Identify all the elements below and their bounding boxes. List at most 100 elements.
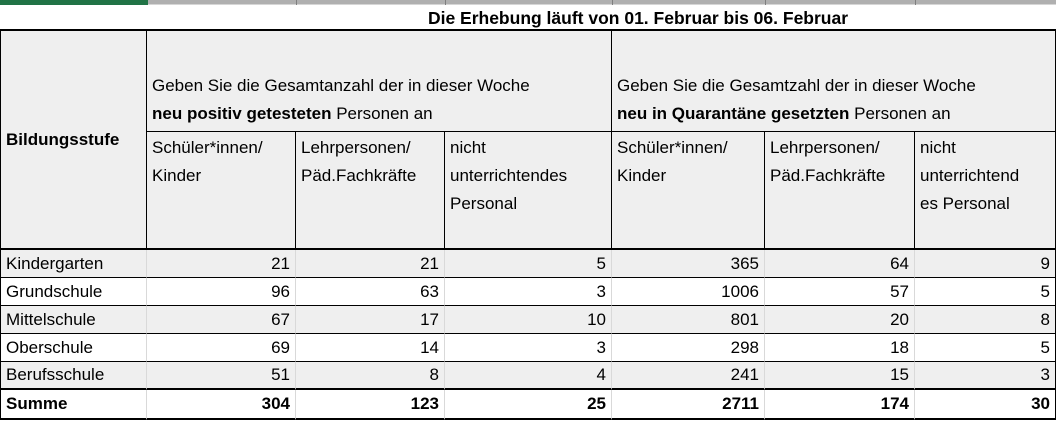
value-text: 304 [261,394,290,413]
value-text: 174 [880,394,909,413]
subheader-line: Schüler*innen/ [152,138,263,157]
value-cell[interactable]: 8 [915,306,1056,334]
value-cell[interactable]: 17 [296,306,445,334]
value-text: 5 [1040,337,1050,357]
value-text: 9 [1040,253,1050,273]
value-cell[interactable]: 51 [147,362,296,390]
survey-period-title[interactable]: Die Erhebung läuft von 01. Februar bis 0… [427,8,849,28]
corner-header-bildungsstufe[interactable]: Bildungsstufe [0,29,147,250]
value-text: 8 [429,365,439,384]
subheader-line: Lehrpersonen/ [770,138,880,157]
value-cell[interactable]: 9 [915,250,1056,278]
value-cell[interactable]: 21 [147,250,296,278]
corner-header-label: Bildungsstufe [6,129,120,149]
value-text: 3 [1040,365,1050,384]
value-text: 64 [890,253,909,273]
value-cell[interactable]: 5 [915,334,1056,362]
value-cell[interactable]: 57 [765,278,915,306]
row-label-oberschule[interactable]: Oberschule [0,334,147,362]
subheader-line: Kinder [152,166,202,185]
value-cell[interactable]: 1006 [612,278,765,306]
subheader-line: unterrichtend [920,166,1020,185]
value-text: 2711 [722,394,759,413]
value-cell[interactable]: 20 [765,306,915,334]
total-value-cell[interactable]: 2711 [612,390,765,420]
subheader-quar-schueler[interactable]: Schüler*innen/ Kinder [612,132,765,250]
subheader-line: es Personal [920,194,1010,213]
value-cell[interactable]: 15 [765,362,915,390]
value-cell[interactable]: 21 [296,250,445,278]
subheader-line: Päd.Fachkräfte [301,166,417,185]
total-value-cell[interactable]: 304 [147,390,296,420]
subheader-pos-schueler[interactable]: Schüler*innen/ Kinder [147,132,296,250]
group-header-quarantine[interactable]: Geben Sie die Gesamtzahl der in dieser W… [612,29,1056,132]
row-label-text: Summe [6,394,68,413]
row-label-grundschule[interactable]: Grundschule [0,278,147,306]
value-cell[interactable]: 801 [612,306,765,334]
value-cell[interactable]: 14 [296,334,445,362]
value-text: 5 [1040,281,1050,301]
subheader-line: unterrichtendes [450,166,568,185]
value-cell[interactable]: 96 [147,278,296,306]
subheader-line: Päd.Fachkräfte [770,166,886,185]
value-cell[interactable]: 69 [147,334,296,362]
value-cell[interactable]: 8 [296,362,445,390]
value-cell[interactable]: 5 [445,250,612,278]
value-text: 14 [420,337,439,357]
column-boundary-tick [915,0,916,5]
row-label-text: Mittelschule [6,309,96,329]
value-cell[interactable]: 365 [612,250,765,278]
value-cell[interactable]: 63 [296,278,445,306]
value-cell[interactable]: 64 [765,250,915,278]
subheader-quar-lehrpersonen[interactable]: Lehrpersonen/ Päd.Fachkräfte [765,132,915,250]
value-cell[interactable]: 3 [445,278,612,306]
value-cell[interactable]: 18 [765,334,915,362]
row-label-berufsschule[interactable]: Berufsschule [0,362,147,390]
value-cell[interactable]: 298 [612,334,765,362]
value-cell[interactable]: 4 [445,362,612,390]
group-header-suffix: Personen an [331,104,433,123]
column-boundary-tick [296,0,297,5]
value-text: 10 [587,309,606,329]
title-row: Die Erhebung läuft von 01. Februar bis 0… [0,5,1056,29]
subheader-line: nicht [920,138,956,157]
value-text: 241 [730,365,759,384]
subheader-pos-lehrpersonen[interactable]: Lehrpersonen/ Päd.Fachkräfte [296,132,445,250]
total-value-cell[interactable]: 123 [296,390,445,420]
value-cell[interactable]: 67 [147,306,296,334]
row-label-mittelschule[interactable]: Mittelschule [0,306,147,334]
value-cell[interactable]: 5 [915,278,1056,306]
value-text: 57 [890,281,909,301]
row-label-text: Grundschule [6,281,103,301]
subheader-line: nicht [450,138,486,157]
survey-table: Bildungsstufe Geben Sie die Gesamtanzahl… [0,29,1056,420]
value-cell[interactable]: 3 [915,362,1056,390]
value-text: 3 [596,281,606,301]
value-cell[interactable]: 3 [445,334,612,362]
column-header-strip[interactable] [0,0,1056,5]
row-label-summe[interactable]: Summe [0,390,147,420]
value-cell[interactable]: 10 [445,306,612,334]
value-text: 25 [587,394,606,413]
row-label-kindergarten[interactable]: Kindergarten [0,250,147,278]
value-text: 69 [271,337,290,357]
total-value-cell[interactable]: 25 [445,390,612,420]
group-header-suffix: Personen an [849,104,951,123]
row-label-text: Kindergarten [6,253,104,273]
value-text: 17 [420,309,439,329]
value-text: 298 [730,337,759,357]
total-value-cell[interactable]: 174 [765,390,915,420]
row-label-text: Oberschule [6,337,93,357]
group-header-emphasis: neu in Quarantäne gesetzten [617,104,850,123]
subheader-quar-personal[interactable]: nicht unterrichtend es Personal [915,132,1056,250]
selected-column-indicator[interactable] [0,0,148,5]
group-header-positive-tests[interactable]: Geben Sie die Gesamtanzahl der in dieser… [147,29,612,132]
value-text: 63 [420,281,439,301]
subheader-pos-personal[interactable]: nicht unterrichtendes Personal [445,132,612,250]
total-value-cell[interactable]: 30 [915,390,1056,420]
value-text: 1006 [721,281,759,301]
column-boundary-tick [765,0,766,5]
subheader-line: Kinder [617,166,667,185]
value-text: 20 [890,309,909,329]
value-cell[interactable]: 241 [612,362,765,390]
